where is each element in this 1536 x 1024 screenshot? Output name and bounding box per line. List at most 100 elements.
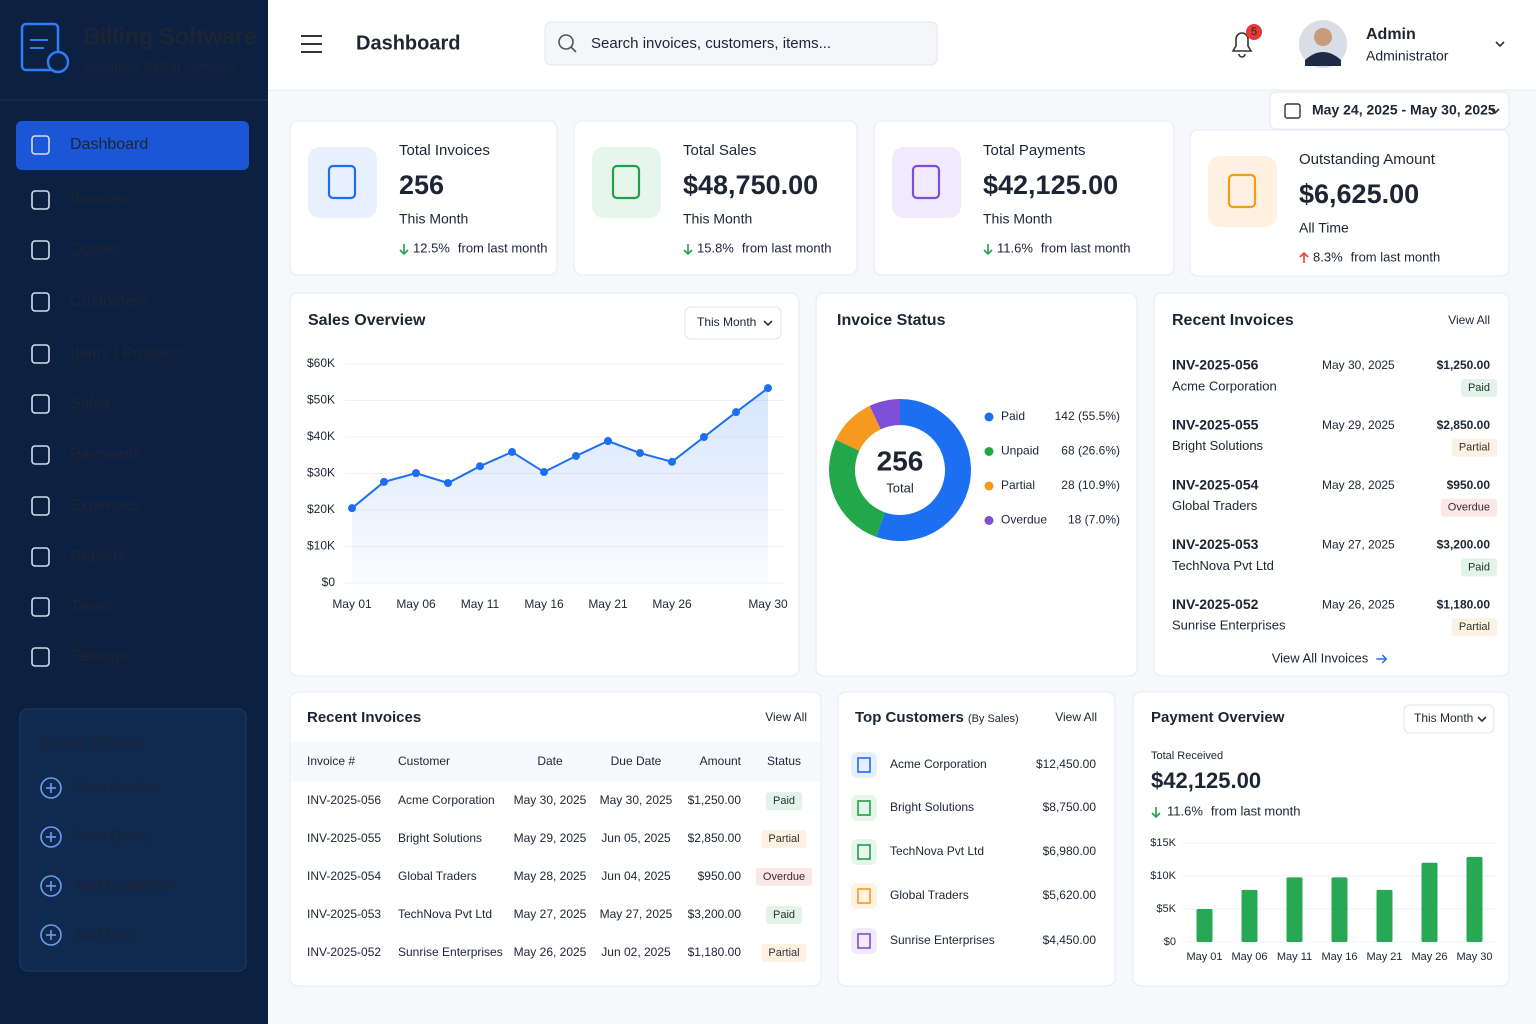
view-all-link[interactable]: View All xyxy=(1448,313,1490,327)
bell-icon[interactable] xyxy=(1231,32,1253,58)
status-badge-text: Paid xyxy=(1468,382,1490,394)
invoice-amount: $1,250.00 xyxy=(1437,358,1491,372)
action-icon xyxy=(40,826,62,848)
legend-dot xyxy=(984,516,994,525)
sales-point xyxy=(572,451,580,460)
nav-item[interactable]: Customers xyxy=(70,293,147,310)
stat-icon xyxy=(1227,173,1257,209)
donut-segment xyxy=(869,398,900,430)
status-badge xyxy=(765,792,803,810)
bar xyxy=(1241,889,1258,942)
customer-icon xyxy=(857,800,871,816)
page-title: Dashboard xyxy=(356,32,460,54)
table-cell: INV-2025-053 xyxy=(307,907,381,921)
invoice-amount: $2,850.00 xyxy=(1437,418,1491,432)
nav-item[interactable]: Taxes xyxy=(70,598,112,615)
nav-item[interactable]: Reports xyxy=(70,548,126,565)
y-tick-label: $50K xyxy=(307,393,335,407)
y-tick-label: $20K xyxy=(307,502,335,516)
nav-icon xyxy=(31,647,50,667)
invoice-amount: $3,200.00 xyxy=(1437,538,1491,552)
filter-button[interactable] xyxy=(1403,704,1495,734)
sales-point xyxy=(604,437,612,446)
sales-point xyxy=(764,384,772,393)
legend-value: 18 (7.0%) xyxy=(1068,513,1120,527)
invoice-date: May 27, 2025 xyxy=(1322,538,1395,552)
nav-active[interactable] xyxy=(16,121,249,170)
bar xyxy=(1286,877,1303,942)
customer-name: Acme Corporation xyxy=(890,757,987,771)
filter-button[interactable] xyxy=(684,306,782,340)
customer-amount: $4,450.00 xyxy=(1043,933,1097,947)
invoice-id[interactable]: INV-2025-056 xyxy=(1172,357,1259,373)
legend-value: 28 (10.9%) xyxy=(1061,478,1120,492)
invoice-id[interactable]: INV-2025-052 xyxy=(1172,596,1259,612)
nav-icon xyxy=(31,445,50,465)
nav-item[interactable]: Quotes xyxy=(70,241,122,258)
nav-item[interactable]: Items / Products xyxy=(70,345,186,362)
customer-name: Global Traders xyxy=(890,888,969,902)
user-name: Admin xyxy=(1366,26,1416,43)
chevron-icon xyxy=(1477,716,1487,723)
status-badge xyxy=(765,906,803,924)
sales-point xyxy=(700,433,708,441)
x-tick-label: May 06 xyxy=(1231,951,1267,963)
table-header-row xyxy=(291,742,820,782)
search-icon xyxy=(570,46,577,53)
customer-amount: $6,980.00 xyxy=(1043,844,1097,858)
status-badge xyxy=(1460,379,1497,397)
nav-icon xyxy=(31,344,50,364)
customer-name: Sunrise Enterprises xyxy=(890,933,995,947)
sales-point xyxy=(508,447,516,456)
chart-title: Sales Overview xyxy=(308,312,426,329)
view-all-link[interactable]: View All xyxy=(765,710,807,724)
table-cell: May 28, 2025 xyxy=(514,869,587,883)
invoice-id[interactable]: INV-2025-053 xyxy=(1172,536,1259,552)
status-badge xyxy=(1440,498,1497,517)
nav-item[interactable]: Expenses xyxy=(70,497,140,514)
nav-item[interactable]: Dashboard xyxy=(70,136,148,153)
status-badge xyxy=(755,868,813,886)
invoice-id[interactable]: INV-2025-055 xyxy=(1172,417,1259,433)
x-tick-label: May 30 xyxy=(1456,951,1492,963)
invoice-id[interactable]: INV-2025-054 xyxy=(1172,476,1259,492)
date-range-picker[interactable] xyxy=(1269,91,1510,130)
table-cell: Jun 04, 2025 xyxy=(601,869,671,883)
donut-total-label: Total xyxy=(886,480,914,495)
quick-action[interactable]: Add Customer xyxy=(73,877,176,894)
status-badge-text: Partial xyxy=(768,833,799,845)
invoice-date: May 30, 2025 xyxy=(1322,358,1395,372)
nav-item[interactable]: Payments xyxy=(70,446,141,463)
invoice-customer: Global Traders xyxy=(1172,498,1258,513)
table-cell: May 29, 2025 xyxy=(514,831,587,845)
quick-action[interactable]: Add Item xyxy=(73,926,137,943)
stat-change-note: from last month xyxy=(458,240,548,255)
stat-value: $48,750.00 xyxy=(683,170,818,200)
search-box[interactable] xyxy=(544,21,938,66)
table-cell: $1,180.00 xyxy=(688,945,742,959)
x-tick-label: May 26 xyxy=(652,597,692,611)
x-tick-label: May 06 xyxy=(396,597,436,611)
view-all-link[interactable]: View All xyxy=(1055,710,1097,724)
stat-label: Total Payments xyxy=(983,142,1086,159)
nav-item[interactable]: Sales xyxy=(70,395,110,412)
chart-title: Invoice Status xyxy=(837,312,946,329)
calendar-icon xyxy=(1284,103,1301,119)
invoice-date: May 28, 2025 xyxy=(1322,478,1395,492)
quick-action[interactable]: New Invoice xyxy=(73,779,160,796)
quick-action[interactable]: New Quote xyxy=(73,828,153,845)
legend-label: Unpaid xyxy=(1001,444,1039,458)
filter-label: This Month xyxy=(1414,711,1473,725)
invoice-customer: Sunrise Enterprises xyxy=(1172,618,1286,633)
x-tick-label: May 21 xyxy=(1366,951,1402,963)
nav-item[interactable]: Invoices xyxy=(70,191,129,208)
stat-change-note: from last month xyxy=(1351,249,1441,264)
customer-icon-bg xyxy=(851,839,877,865)
x-tick-label: May 26 xyxy=(1411,951,1447,963)
view-all-invoices[interactable]: View All Invoices xyxy=(1272,650,1369,665)
customer-icon-bg xyxy=(851,928,877,954)
brand-icon xyxy=(46,50,70,74)
nav-item[interactable]: Settings xyxy=(70,648,128,665)
invoice-customer: TechNova Pvt Ltd xyxy=(1172,558,1274,573)
legend-dot xyxy=(984,447,994,456)
